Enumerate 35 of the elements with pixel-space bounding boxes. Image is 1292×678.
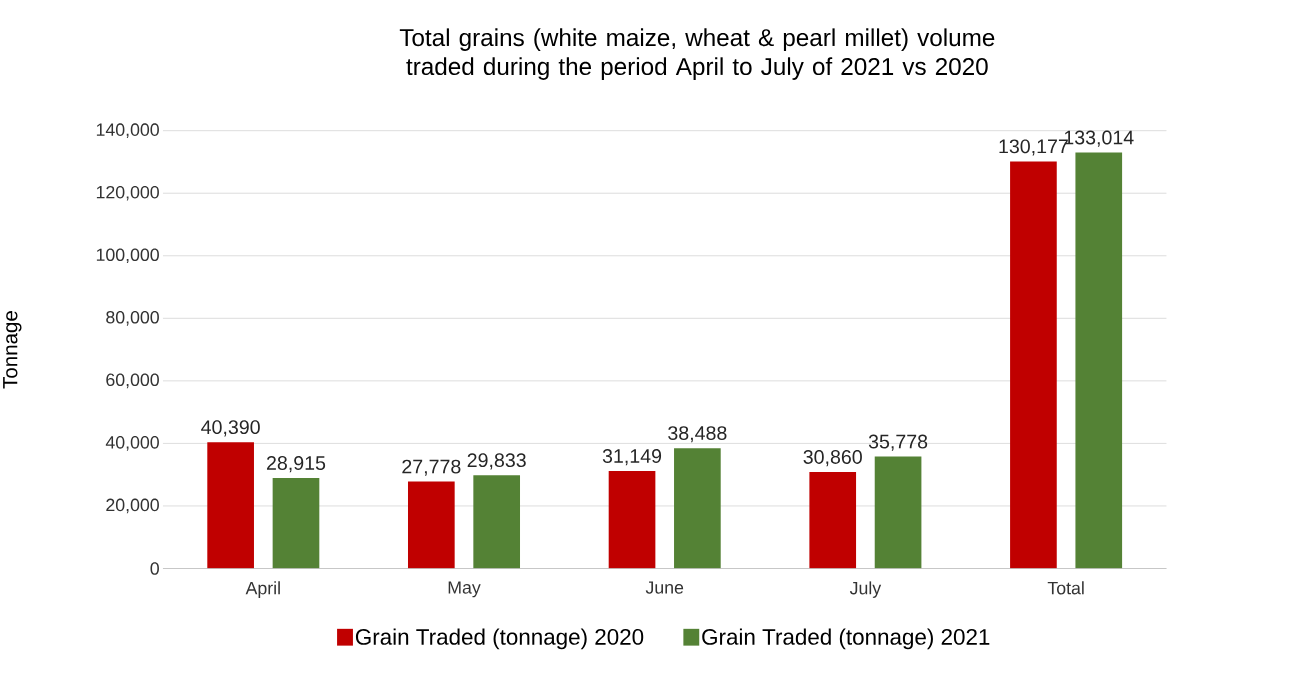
x-tick-label: April — [245, 581, 280, 599]
bar — [207, 442, 254, 569]
bar — [674, 448, 721, 569]
bar — [1075, 152, 1123, 569]
x-tick-label: Total — [1047, 581, 1084, 595]
bar — [608, 471, 656, 569]
x-tick-label: June — [645, 581, 684, 594]
data-label: 40,390 — [201, 420, 260, 437]
bar — [272, 478, 320, 569]
x-tick-label: May — [448, 581, 481, 598]
data-label: 31,149 — [602, 449, 662, 466]
y-tick-label: 140,000 — [96, 123, 159, 139]
data-label: 28,915 — [266, 456, 326, 473]
bar — [473, 475, 521, 569]
x-tick-label: July — [849, 581, 882, 599]
bar — [874, 456, 922, 569]
legend-label: Grain Traded (tonnage) 2020 — [355, 628, 644, 650]
y-axis-title: Tonnage — [3, 311, 22, 389]
data-label: 29,833 — [467, 453, 526, 470]
data-label: 30,860 — [803, 450, 862, 467]
data-label: 38,488 — [668, 426, 727, 443]
y-tick-label: 0 — [150, 562, 159, 575]
y-tick-label: 120,000 — [96, 186, 159, 201]
y-tick-label: 80,000 — [106, 311, 159, 326]
bar — [809, 472, 857, 569]
y-tick-label: 40,000 — [105, 436, 159, 451]
y-tick-label: 20,000 — [106, 498, 159, 514]
y-tick-label: 60,000 — [106, 373, 159, 389]
bar — [407, 481, 455, 569]
chart-title: Total grains (white maize, wheat & pearl millet) volume traded during the period April to July of 2021 vs 2020 — [399, 28, 995, 81]
data-label: 27,778 — [402, 459, 461, 476]
y-tick-label: 100,000 — [96, 248, 159, 264]
bar — [1010, 161, 1057, 569]
legend-label: Grain Traded (tonnage) 2021 — [702, 628, 990, 650]
data-label: 35,778 — [868, 434, 928, 451]
